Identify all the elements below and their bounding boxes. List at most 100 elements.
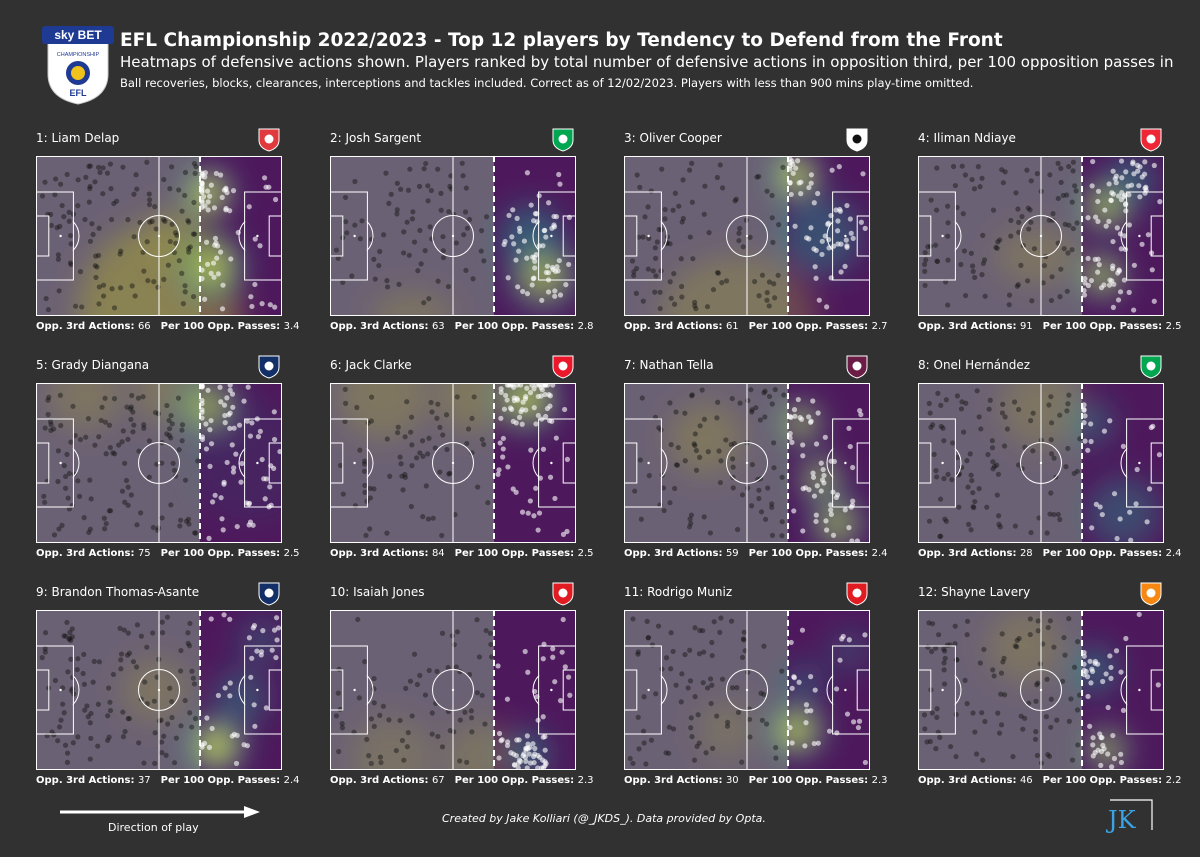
opp-third-action-point <box>1118 158 1125 164</box>
defensive-action-point <box>1025 205 1031 211</box>
pitch-heatmap <box>330 610 576 770</box>
defensive-action-point <box>972 498 978 505</box>
defensive-action-point <box>62 473 69 480</box>
defensive-action-point <box>1014 637 1020 643</box>
opp-third-action-point <box>227 680 233 686</box>
opp-third-action-point <box>806 236 812 242</box>
defensive-action-point <box>478 228 485 234</box>
defensive-action-point <box>709 639 715 646</box>
defensive-action-point <box>948 743 954 750</box>
defensive-action-point <box>630 616 636 622</box>
opp-third-action-point <box>1134 466 1140 473</box>
defensive-action-point <box>401 250 407 256</box>
defensive-action-point <box>439 744 446 750</box>
defensive-action-point <box>100 293 107 299</box>
defensive-action-point <box>471 394 477 400</box>
defensive-action-point <box>462 209 469 215</box>
defensive-action-point <box>173 240 179 246</box>
opp-third-value: 59 <box>725 548 739 559</box>
defensive-action-point <box>183 518 190 524</box>
player-name: 5: Grady Diangana <box>36 358 150 372</box>
defensive-action-point <box>667 400 673 406</box>
defensive-action-point <box>371 486 377 492</box>
opp-third-value: 75 <box>137 548 151 559</box>
opp-third-action-point <box>209 725 215 732</box>
defensive-action-point <box>146 191 152 197</box>
defensive-action-point <box>440 248 446 254</box>
opp-third-action-point <box>1100 678 1106 685</box>
opp-third-action-point <box>519 509 526 515</box>
heat-zone-core <box>1090 190 1123 222</box>
opp-third-action-point <box>1117 231 1124 237</box>
opp-third-action-point <box>1117 289 1124 295</box>
defensive-action-point <box>152 730 158 736</box>
defensive-action-point <box>352 503 359 509</box>
opp-third-action-point <box>207 463 213 469</box>
opp-third-action-point <box>1087 723 1093 729</box>
defensive-action-point <box>634 172 640 178</box>
defensive-action-point <box>87 477 93 483</box>
defensive-action-point <box>679 294 685 300</box>
defensive-action-point <box>149 218 155 225</box>
opp-third-action-point <box>525 741 531 747</box>
opp-third-action-point <box>258 649 265 655</box>
opp-third-value: 91 <box>1019 321 1033 332</box>
defensive-action-point <box>81 515 87 521</box>
opp-third-action-point <box>249 303 255 310</box>
defensive-action-point <box>1076 692 1083 698</box>
opp-third-action-point <box>819 238 825 244</box>
opp-third-action-point <box>1109 764 1115 770</box>
defensive-action-point <box>969 263 976 269</box>
defensive-action-point <box>163 752 169 758</box>
defensive-action-point <box>63 633 69 639</box>
defensive-action-point <box>400 487 406 493</box>
opp-third-action-point <box>528 202 534 208</box>
defensive-action-point <box>962 677 968 683</box>
defensive-action-point <box>397 454 403 460</box>
opp-third-action-point <box>554 264 560 270</box>
player-panel: 6: Jack Clarke Opp. 3rd Actions: 84 Per 10… <box>330 353 593 563</box>
defensive-action-point <box>699 387 705 393</box>
opp-third-action-point <box>1111 491 1118 497</box>
defensive-action-point <box>352 222 358 228</box>
opp-third-action-point <box>205 199 211 205</box>
defensive-action-point <box>922 282 928 289</box>
defensive-action-point <box>415 268 421 274</box>
defensive-action-point <box>773 755 779 761</box>
defensive-action-point <box>423 160 429 167</box>
opp-third-action-point <box>531 386 537 392</box>
defensive-action-point <box>449 633 455 639</box>
player-stats: Opp. 3rd Actions: 46 Per 100 Opp. Passes:… <box>918 775 1181 786</box>
defensive-action-point <box>86 199 92 205</box>
defensive-action-point <box>648 737 655 743</box>
defensive-action-point <box>48 427 54 433</box>
defensive-action-point <box>68 439 74 445</box>
defensive-action-point <box>54 225 60 231</box>
opp-third-action-point <box>1099 511 1105 518</box>
defensive-action-point <box>74 666 80 673</box>
defensive-action-point <box>87 186 93 192</box>
opp-third-action-point <box>538 393 544 399</box>
defensive-action-point <box>999 631 1005 637</box>
defensive-action-point <box>57 223 63 229</box>
opp-third-action-point <box>1135 168 1141 174</box>
opp-third-action-point <box>1088 277 1095 284</box>
defensive-action-point <box>340 491 346 497</box>
defensive-action-point <box>474 617 480 623</box>
defensive-action-point <box>1022 444 1028 450</box>
defensive-action-point <box>1066 222 1072 228</box>
defensive-action-point <box>88 735 94 741</box>
opp-third-action-point <box>272 304 278 310</box>
defensive-action-point <box>719 185 726 191</box>
defensive-action-point <box>1043 714 1049 720</box>
defensive-action-point <box>189 668 195 674</box>
defensive-action-point <box>743 217 750 223</box>
pitch-lines <box>36 156 282 316</box>
opp-third-action-point <box>227 410 233 416</box>
defensive-action-point <box>692 303 698 309</box>
opp-third-action-point <box>544 263 550 269</box>
per-100-value: 2.4 <box>871 548 888 559</box>
defensive-action-point <box>397 717 403 724</box>
opp-third-action-point <box>271 465 277 471</box>
opp-third-action-point <box>234 732 240 739</box>
